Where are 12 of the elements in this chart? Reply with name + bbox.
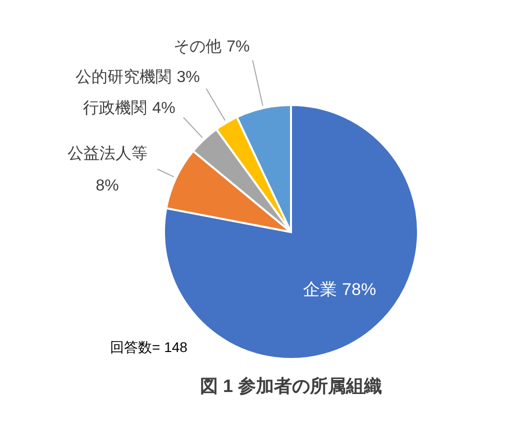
data-label: 3% [176, 69, 200, 86]
text: 図 1 参加者の所属組織 [200, 376, 382, 396]
slice-label: 公的研究機関 [76, 68, 172, 86]
slice-label: 企業 [303, 280, 338, 300]
data-label: 4% [152, 100, 176, 118]
text: 回答数= 148 [110, 339, 188, 355]
slice-label: 公益法人等 [67, 144, 148, 163]
data-label: 8% [96, 178, 119, 195]
data-label: 78% [342, 280, 376, 300]
data-label: 7% [226, 38, 250, 56]
slice-label: その他 [174, 38, 222, 56]
slice-label: 行政機関 [83, 99, 148, 118]
